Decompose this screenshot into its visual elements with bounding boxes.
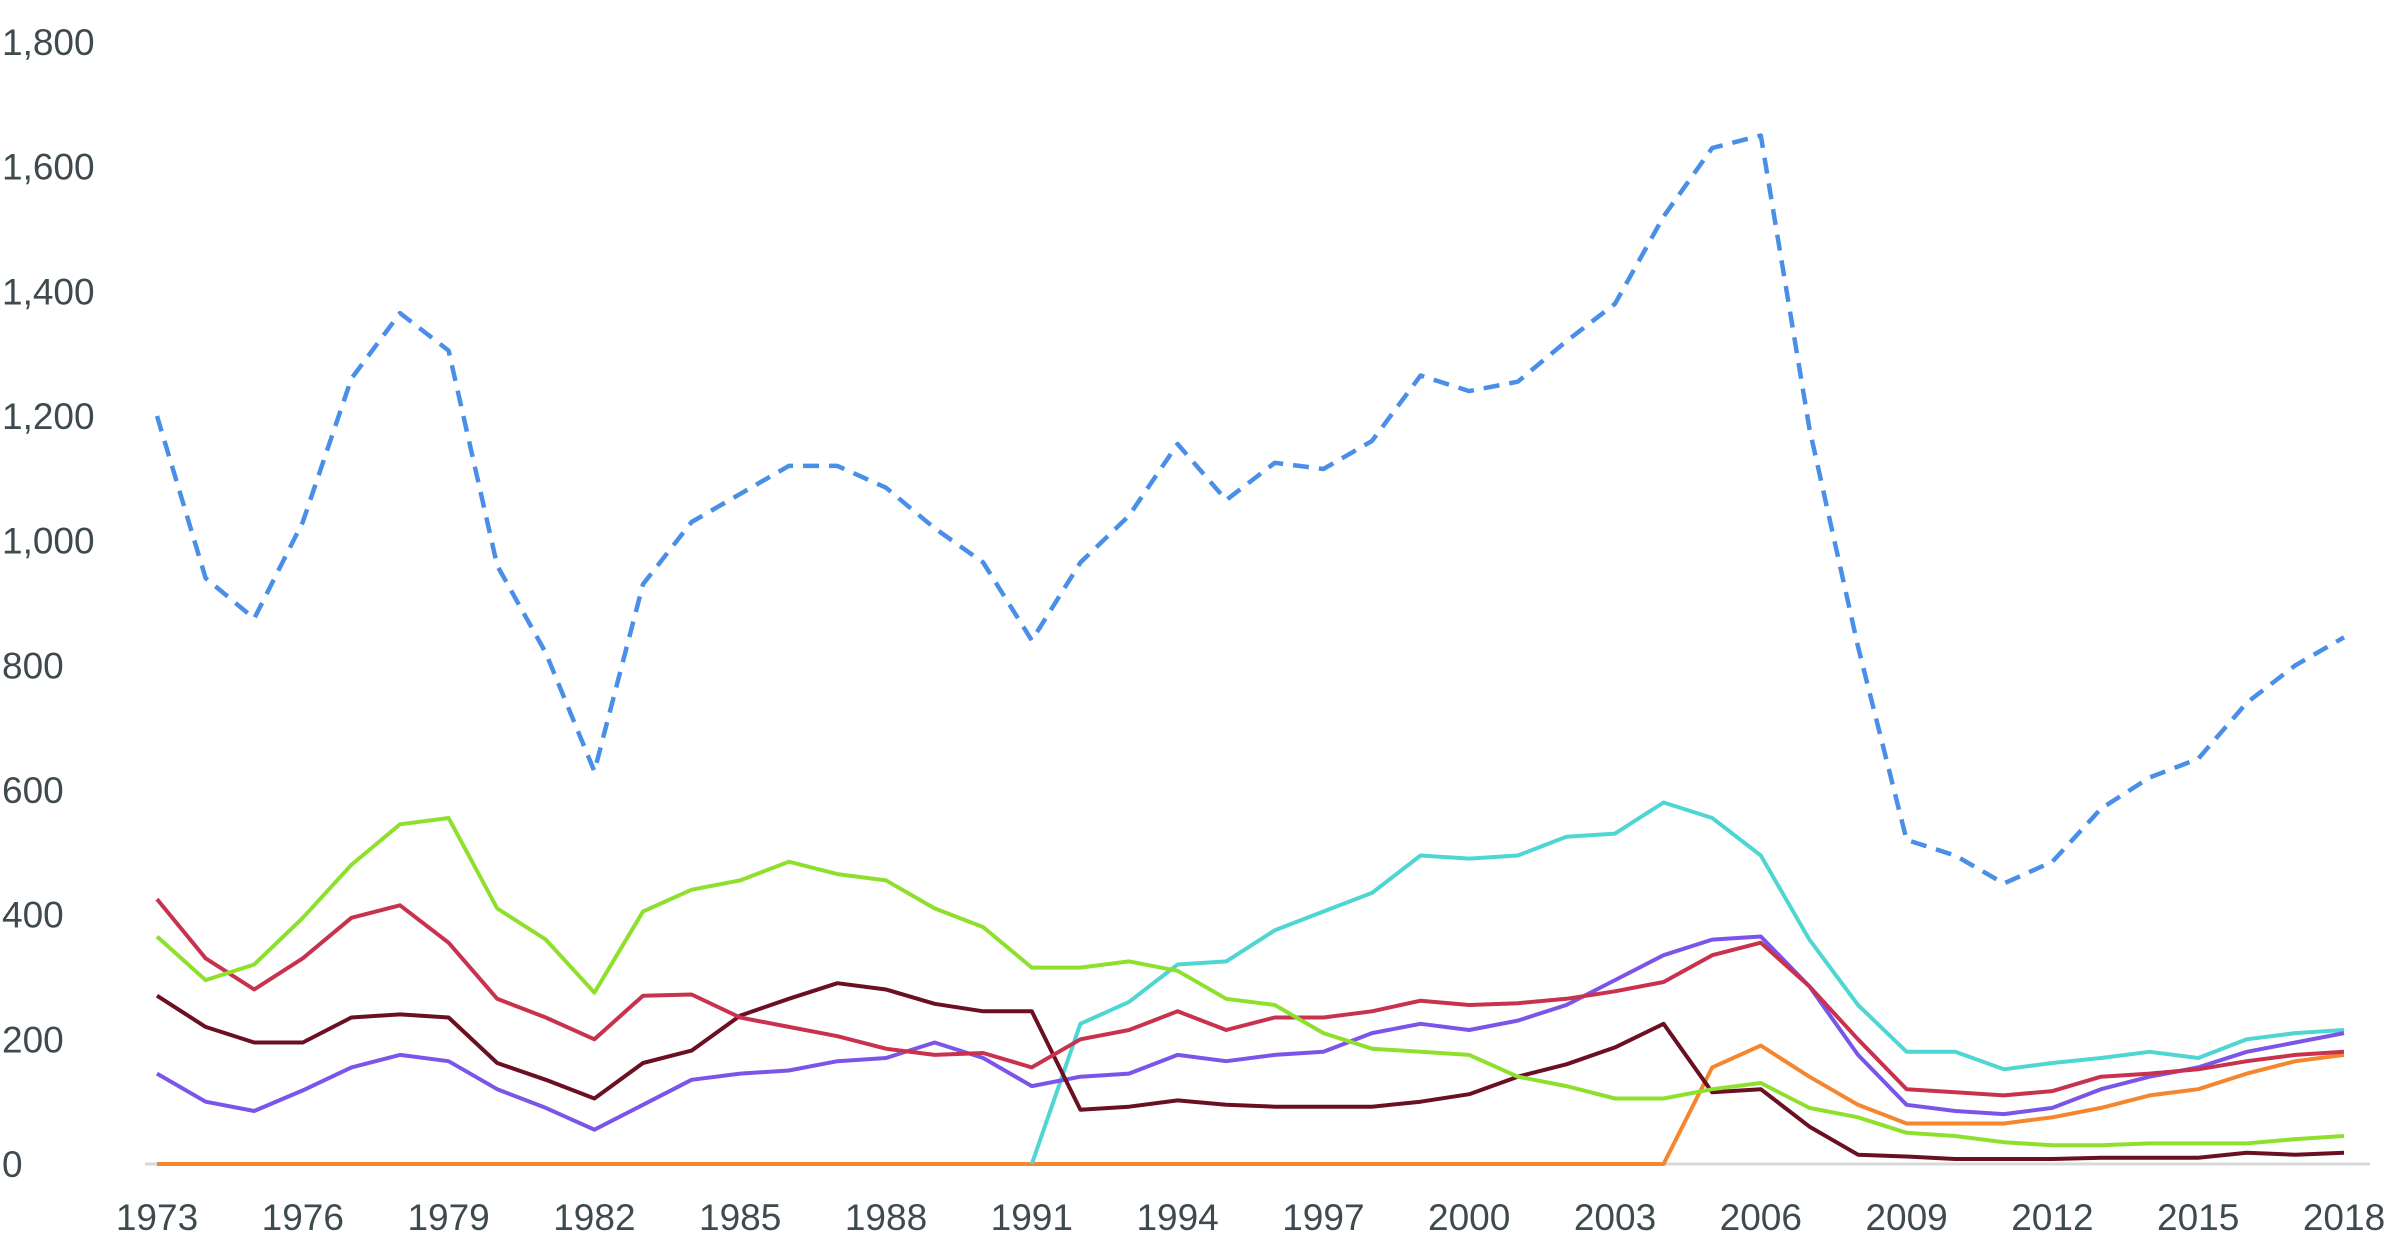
series-line-1 <box>154 133 2346 886</box>
series-line-2 <box>155 816 2345 1148</box>
y-tick-label: 1,000 <box>2 521 95 562</box>
y-tick-label: 200 <box>2 1019 64 1060</box>
x-tick-label: 2018 <box>2303 1197 2385 1238</box>
y-tick-label: 1,800 <box>2 22 95 63</box>
series-line-4 <box>155 981 2345 1161</box>
x-tick-label: 1982 <box>553 1197 635 1238</box>
x-tick-label: 2012 <box>2011 1197 2093 1238</box>
series-line-6 <box>1029 800 2345 1165</box>
x-tick-label: 1985 <box>699 1197 781 1238</box>
x-axis-ticks: 1973 1976 1979 1982 1985 1988 1991 1994 1997 2000… <box>116 1197 2385 1238</box>
y-tick-label: 1,400 <box>2 271 95 312</box>
series-line-7 <box>157 1043 2345 1166</box>
x-tick-label: 1991 <box>991 1197 1073 1238</box>
x-tick-label: 1979 <box>407 1197 489 1238</box>
x-tick-label: 2000 <box>1428 1197 1510 1238</box>
series-lines <box>154 133 2346 1166</box>
y-tick-label: 400 <box>2 895 64 936</box>
x-tick-label: 1988 <box>845 1197 927 1238</box>
x-tick-label: 2015 <box>2157 1197 2239 1238</box>
y-tick-label: 1,600 <box>2 147 95 188</box>
y-axis-ticks: 0 200 400 600 800 1,000 1,200 1,400 1,600 1,800 <box>2 22 95 1185</box>
series-line-5 <box>155 934 2345 1132</box>
y-tick-label: 1,200 <box>2 396 95 437</box>
y-tick-label: 0 <box>2 1144 23 1185</box>
x-tick-label: 1994 <box>1136 1197 1218 1238</box>
series-line-3 <box>155 897 2345 1098</box>
x-tick-label: 2006 <box>1720 1197 1802 1238</box>
x-tick-label: 2003 <box>1574 1197 1656 1238</box>
y-tick-label: 800 <box>2 645 64 686</box>
x-tick-label: 1973 <box>116 1197 198 1238</box>
y-tick-label: 600 <box>2 770 64 811</box>
x-tick-label: 1976 <box>262 1197 344 1238</box>
x-tick-label: 2009 <box>1865 1197 1947 1238</box>
x-tick-label: 1997 <box>1282 1197 1364 1238</box>
